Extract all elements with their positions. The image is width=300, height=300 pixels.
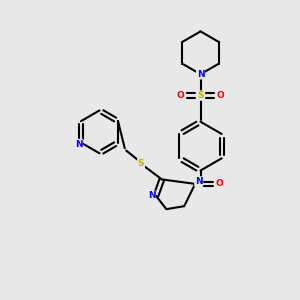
Text: N: N	[148, 191, 155, 200]
Text: S: S	[138, 159, 144, 168]
Text: O: O	[177, 91, 184, 100]
Text: N: N	[195, 177, 202, 186]
Text: S: S	[197, 91, 204, 100]
Text: N: N	[197, 70, 204, 79]
Text: N: N	[75, 140, 83, 148]
Text: O: O	[216, 179, 224, 188]
Text: O: O	[217, 91, 224, 100]
